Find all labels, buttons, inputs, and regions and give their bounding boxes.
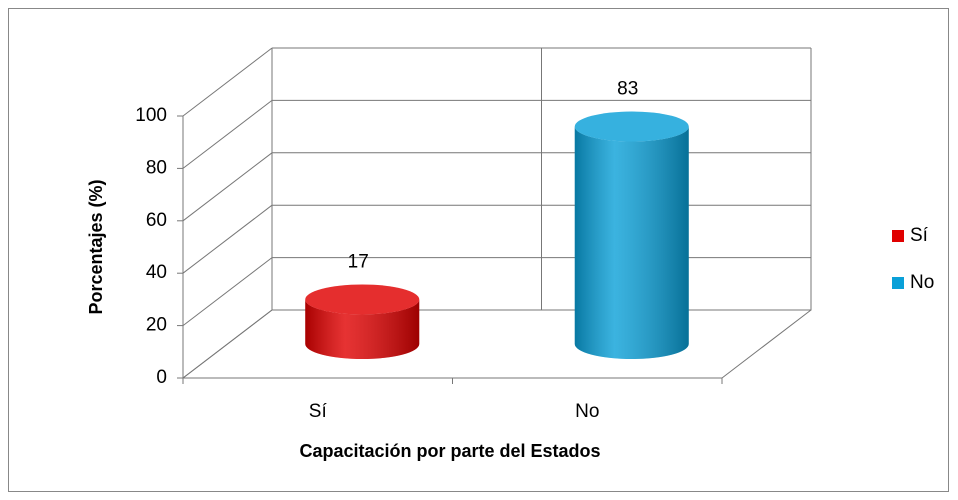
x-tick-label: No	[575, 401, 599, 422]
y-tick-label: 80	[146, 157, 167, 178]
y-tick-label: 100	[135, 105, 167, 126]
data-label: 17	[348, 251, 369, 272]
bar-shade	[574, 126, 689, 359]
legend-swatch	[892, 230, 904, 242]
y-axis-title: Porcentajes (%)	[86, 179, 106, 314]
y-tick-label: 0	[156, 367, 167, 388]
grid-line	[182, 204, 273, 274]
y-tick-label: 60	[146, 210, 167, 231]
y-tick-label: 40	[146, 262, 167, 283]
grid-line	[182, 309, 273, 379]
chart-frame	[8, 8, 949, 492]
grid-line	[182, 257, 273, 326]
legend-label: Sí	[910, 225, 929, 246]
data-label: 83	[617, 79, 638, 100]
bar-top-highlight	[305, 284, 420, 315]
legend-swatch	[892, 277, 904, 289]
bar-shade	[305, 299, 420, 359]
grid-line	[182, 47, 273, 117]
bar-top	[574, 111, 689, 142]
x-axis-title: Capacitación por parte del Estados	[299, 441, 600, 461]
x-tick-label: Sí	[309, 401, 328, 422]
y-tick-label: 20	[146, 315, 167, 336]
grid-line	[182, 100, 273, 169]
legend-label: No	[910, 272, 934, 293]
grid-line	[182, 152, 273, 222]
bar-top-highlight	[574, 111, 689, 142]
bar-top	[305, 284, 420, 315]
